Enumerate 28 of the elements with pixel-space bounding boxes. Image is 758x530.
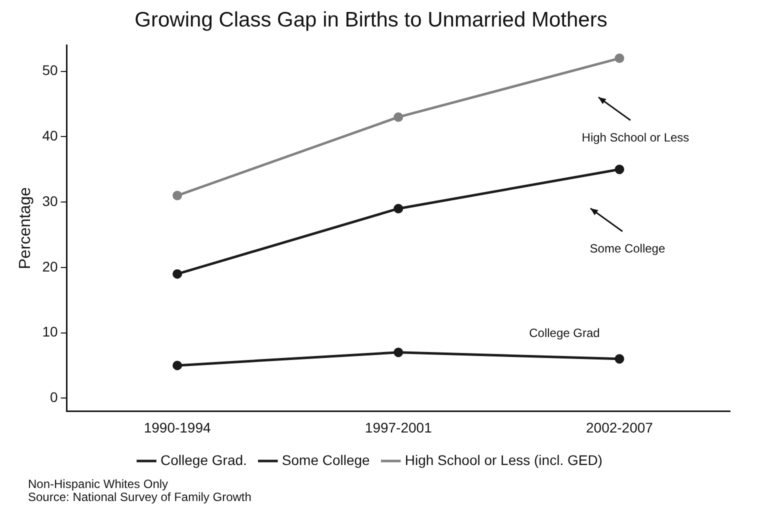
text: Non-Hispanic Whites Only: [28, 477, 170, 491]
legend-label: Some College: [282, 452, 370, 468]
y-tick-label: 10: [42, 324, 58, 340]
y-axis-title: Percentage: [17, 187, 34, 270]
point: [172, 269, 182, 279]
source-note: Source: National Survey of Family Growth: [28, 490, 252, 504]
legend-label: High School or Less (incl. GED): [404, 452, 602, 468]
y-tick-label: 20: [42, 258, 58, 274]
point: [394, 204, 404, 214]
x-tick-label: 1990-1994: [144, 419, 211, 436]
legend-label: College Grad.: [160, 452, 247, 468]
chart-title: Growing Class Gap in Births to Unmarried Mothers: [134, 8, 608, 32]
point: [172, 190, 182, 200]
y-tick-label: 30: [42, 192, 58, 209]
point: [614, 54, 624, 64]
x-tick-label: 1997-2001: [364, 419, 432, 436]
y-tick-label: 0: [50, 388, 58, 405]
x-tick-label: 2002-2007: [586, 419, 654, 436]
annotation: High School or Less: [582, 130, 690, 145]
point: [614, 354, 624, 364]
y-tick-label: 40: [42, 128, 58, 144]
annotation: Some College: [590, 242, 666, 256]
point: [172, 360, 182, 370]
point: [394, 348, 404, 358]
point: [614, 164, 624, 174]
y-tick-label: 50: [42, 62, 58, 78]
point: [394, 112, 404, 122]
annotation: College Grad: [529, 326, 600, 340]
